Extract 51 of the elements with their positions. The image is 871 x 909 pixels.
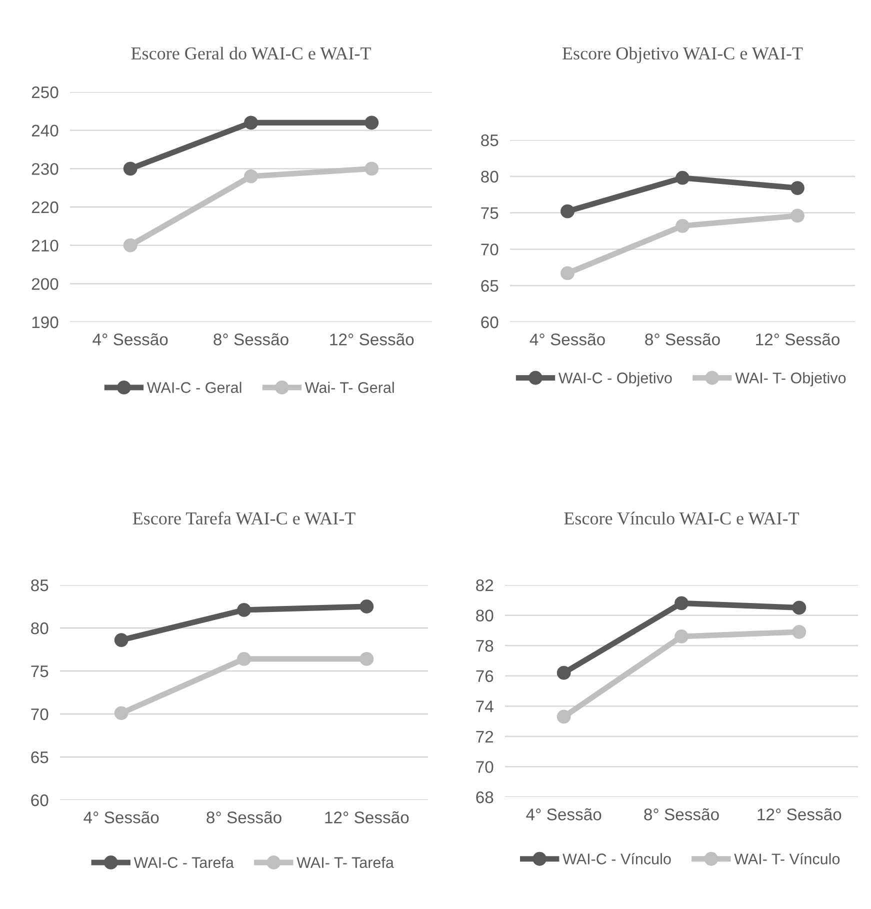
- y-tick-label: 72: [476, 730, 494, 742]
- chart-title: Escore Vínculo WAI-C e WAI-T: [564, 512, 800, 525]
- x-tick-label: 8° Sessão: [214, 333, 288, 346]
- y-tick-label: 80: [476, 610, 494, 622]
- y-tick-label: 85: [481, 134, 498, 146]
- legend-label: WAI-C - Geral: [146, 382, 242, 393]
- y-tick-label: 78: [476, 640, 494, 652]
- chart-title: Escore Geral do WAI-C e WAI-T: [131, 46, 371, 60]
- y-tick-label: 60: [31, 794, 48, 806]
- y-tick-label: 250: [32, 86, 58, 98]
- y-tick-label: 68: [476, 791, 494, 804]
- y-tick-label: 240: [32, 124, 58, 137]
- legend-label: Wai- T- Geral: [304, 382, 394, 393]
- y-tick-label: 80: [31, 622, 48, 634]
- x-tick-label: 12° Sessão: [758, 808, 842, 820]
- x-tick-label: 4° Sessão: [526, 808, 602, 820]
- legend-label: WAI- T- Vínculo: [734, 852, 840, 864]
- legend-label: WAI- T- Objetivo: [735, 372, 846, 386]
- legend-label: WAI-C - Vínculo: [562, 852, 671, 864]
- y-tick-label: 80: [481, 170, 498, 183]
- legend-label: WAI- T- Tarefa: [296, 856, 394, 868]
- x-tick-label: 8° Sessão: [645, 333, 720, 346]
- y-tick-label: 82: [476, 579, 494, 592]
- y-tick-label: 220: [32, 201, 58, 214]
- y-tick-label: 190: [32, 316, 58, 328]
- x-tick-label: 12° Sessão: [330, 333, 414, 346]
- x-tick-label: 4° Sessão: [530, 333, 605, 346]
- y-tick-label: 65: [31, 751, 48, 764]
- y-tick-label: 70: [476, 761, 494, 773]
- x-tick-label: 12° Sessão: [756, 333, 840, 346]
- x-tick-label: 12° Sessão: [325, 811, 409, 824]
- y-tick-label: 200: [32, 278, 58, 290]
- chart-title: Escore Objetivo WAI-C e WAI-T: [562, 46, 803, 64]
- legend-label: WAI-C - Tarefa: [134, 856, 234, 868]
- legend-label: WAI-C - Objetivo: [558, 372, 672, 386]
- y-tick-label: 75: [31, 666, 48, 678]
- x-tick-label: 8° Sessão: [206, 811, 282, 824]
- y-tick-label: 76: [476, 670, 494, 682]
- chart-title: Escore Tarefa WAI-C e WAI-T: [132, 512, 356, 525]
- x-tick-label: 4° Sessão: [84, 811, 159, 824]
- y-tick-label: 70: [31, 708, 48, 720]
- x-tick-label: 8° Sessão: [644, 808, 719, 820]
- y-tick-label: 65: [481, 280, 498, 292]
- y-tick-label: 85: [31, 579, 48, 592]
- y-tick-label: 75: [481, 207, 498, 220]
- y-tick-label: 230: [32, 163, 58, 175]
- y-tick-label: 60: [481, 316, 498, 328]
- x-tick-label: 4° Sessão: [92, 333, 168, 346]
- y-tick-label: 70: [481, 244, 498, 256]
- y-tick-label: 74: [476, 700, 494, 712]
- y-tick-label: 210: [32, 240, 58, 252]
